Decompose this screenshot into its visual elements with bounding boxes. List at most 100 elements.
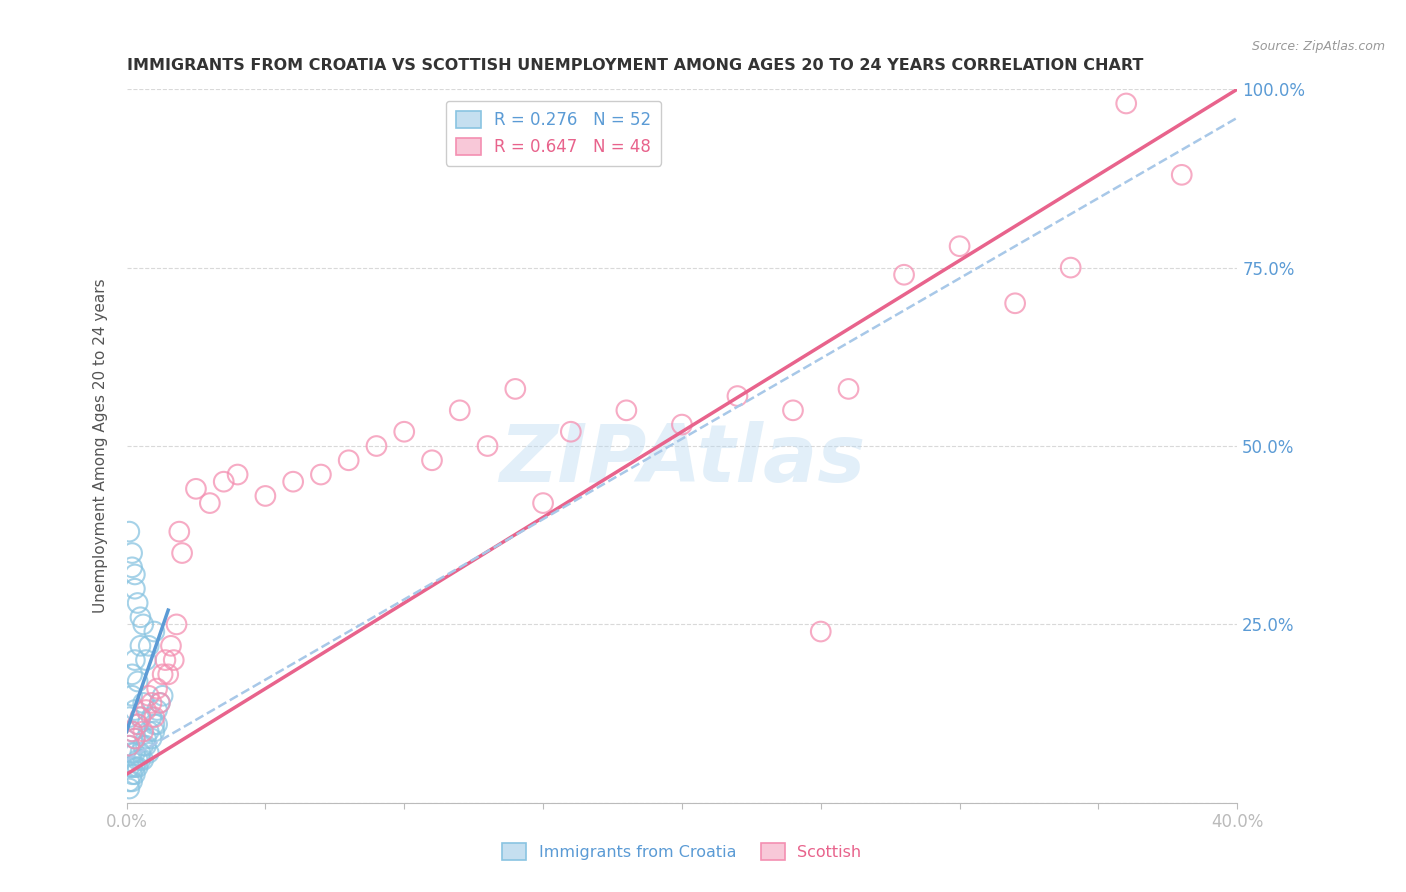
Text: ZIPAtlas: ZIPAtlas — [499, 421, 865, 500]
Point — [118, 710, 141, 724]
Point — [124, 653, 146, 667]
Point — [124, 703, 146, 717]
Point — [143, 724, 166, 739]
Point — [121, 760, 143, 774]
Point — [1004, 296, 1026, 310]
Point — [138, 639, 160, 653]
Point — [124, 567, 146, 582]
Point — [127, 760, 149, 774]
Point — [118, 781, 141, 796]
Point — [143, 717, 166, 731]
Point — [118, 739, 141, 753]
Point — [948, 239, 970, 253]
Point — [172, 546, 194, 560]
Point — [124, 731, 146, 746]
Point — [118, 524, 141, 539]
Point — [143, 624, 166, 639]
Point — [671, 417, 693, 432]
Point — [127, 674, 149, 689]
Point — [121, 724, 143, 739]
Point — [146, 717, 169, 731]
Point — [138, 689, 160, 703]
Point — [124, 731, 146, 746]
Point — [160, 639, 183, 653]
Point — [531, 496, 554, 510]
Point — [121, 560, 143, 574]
Point — [449, 403, 471, 417]
Point — [135, 653, 157, 667]
Point — [141, 696, 163, 710]
Point — [124, 746, 146, 760]
Point — [838, 382, 860, 396]
Text: Source: ZipAtlas.com: Source: ZipAtlas.com — [1251, 40, 1385, 54]
Point — [127, 717, 149, 731]
Legend: Immigrants from Croatia, Scottish: Immigrants from Croatia, Scottish — [496, 837, 868, 866]
Point — [138, 746, 160, 760]
Point — [121, 767, 143, 781]
Point — [143, 710, 166, 724]
Point — [1060, 260, 1083, 275]
Point — [121, 667, 143, 681]
Point — [132, 617, 155, 632]
Point — [1170, 168, 1192, 182]
Point — [155, 653, 177, 667]
Point — [124, 760, 146, 774]
Point — [152, 667, 174, 681]
Point — [124, 767, 146, 781]
Point — [129, 710, 152, 724]
Point — [135, 731, 157, 746]
Point — [146, 703, 169, 717]
Point — [127, 753, 149, 767]
Point — [124, 582, 146, 596]
Point — [135, 703, 157, 717]
Point — [152, 689, 174, 703]
Point — [163, 653, 186, 667]
Point — [477, 439, 499, 453]
Point — [132, 739, 155, 753]
Point — [212, 475, 235, 489]
Point — [810, 624, 832, 639]
Point — [121, 546, 143, 560]
Point — [121, 689, 143, 703]
Y-axis label: Unemployment Among Ages 20 to 24 years: Unemployment Among Ages 20 to 24 years — [93, 278, 108, 614]
Point — [893, 268, 915, 282]
Point — [129, 639, 152, 653]
Point — [198, 496, 221, 510]
Point — [1115, 96, 1137, 111]
Point — [782, 403, 804, 417]
Point — [226, 467, 249, 482]
Point — [129, 746, 152, 760]
Point — [132, 724, 155, 739]
Point — [138, 724, 160, 739]
Point — [127, 596, 149, 610]
Point — [366, 439, 388, 453]
Point — [337, 453, 360, 467]
Point — [129, 710, 152, 724]
Point — [503, 382, 526, 396]
Point — [118, 774, 141, 789]
Point — [166, 617, 188, 632]
Point — [149, 696, 172, 710]
Point — [141, 731, 163, 746]
Point — [420, 453, 443, 467]
Point — [394, 425, 416, 439]
Point — [132, 696, 155, 710]
Point — [727, 389, 749, 403]
Point — [132, 753, 155, 767]
Point — [118, 760, 141, 774]
Point — [121, 724, 143, 739]
Point — [129, 610, 152, 624]
Point — [614, 403, 637, 417]
Point — [141, 710, 163, 724]
Point — [146, 681, 169, 696]
Point — [127, 717, 149, 731]
Point — [121, 746, 143, 760]
Text: IMMIGRANTS FROM CROATIA VS SCOTTISH UNEMPLOYMENT AMONG AGES 20 TO 24 YEARS CORRE: IMMIGRANTS FROM CROATIA VS SCOTTISH UNEM… — [127, 58, 1143, 73]
Point — [135, 739, 157, 753]
Point — [149, 696, 172, 710]
Point — [254, 489, 277, 503]
Point — [169, 524, 191, 539]
Point — [121, 774, 143, 789]
Point — [184, 482, 207, 496]
Point — [129, 753, 152, 767]
